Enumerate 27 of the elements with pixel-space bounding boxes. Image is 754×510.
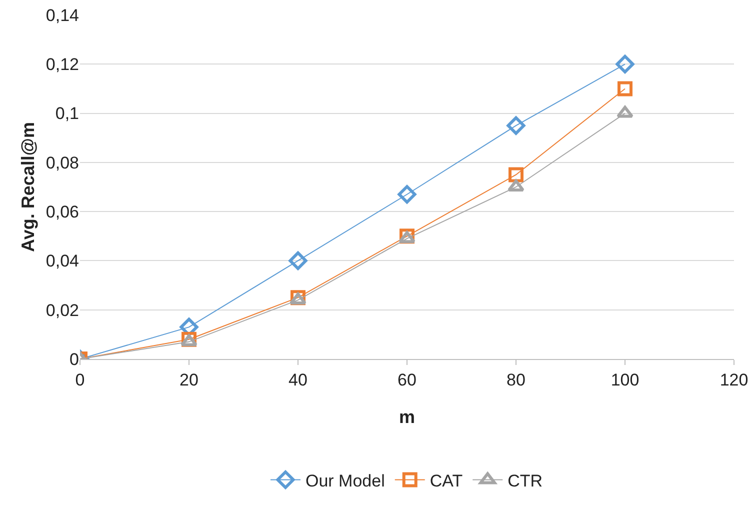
point — [288, 251, 308, 270]
point — [508, 167, 524, 182]
y-tick-label: 0,02 — [46, 300, 79, 320]
x-axis-title: m — [398, 407, 416, 427]
x-tick-label: 20 — [180, 370, 198, 390]
y-tick-label: 0,1 — [55, 104, 79, 124]
point — [508, 180, 524, 192]
point — [616, 106, 634, 118]
y-tick-label: 0,08 — [46, 153, 79, 172]
y-tick-label: 0,12 — [46, 55, 79, 74]
y-tick-label: 0,06 — [46, 202, 79, 222]
y-tick-label: 0,04 — [46, 252, 79, 271]
y-tick-label: 0 — [70, 350, 79, 369]
legend-label: CAT — [430, 471, 463, 490]
y-tick-label: 0,14 — [46, 6, 79, 25]
point — [618, 81, 632, 96]
x-tick-label: 80 — [506, 370, 526, 390]
point — [398, 185, 416, 204]
point — [506, 116, 526, 135]
x-tick-label: 100 — [610, 370, 640, 390]
legend-label: Our Model — [306, 471, 385, 490]
x-tick-label: 60 — [398, 370, 416, 390]
x-tick-label: 40 — [288, 370, 308, 390]
x-tick-label: 120 — [720, 370, 748, 390]
legend-label: CTR — [508, 471, 543, 490]
y-axis-title: Avg. Recall@m — [18, 122, 38, 252]
point — [616, 54, 634, 74]
